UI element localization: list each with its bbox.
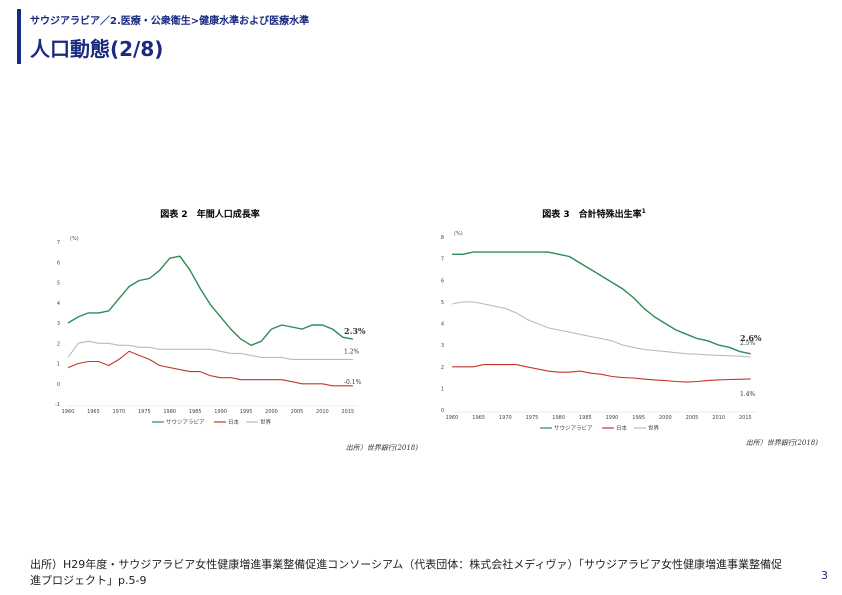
y-tick-label: 5 xyxy=(57,281,60,287)
footer-source: 出所）H29年度・サウジアラビア女性健康増進事業整備促進コンソーシアム（代表団体… xyxy=(30,558,783,587)
legend-label-japan: 日本 xyxy=(616,424,628,432)
series-line-saudi xyxy=(452,251,751,355)
y-tick-label: 7 xyxy=(441,257,444,263)
y-axis-unit: (%) xyxy=(454,231,463,237)
x-tick-label: 2005 xyxy=(291,409,304,415)
y-tick-label: 1 xyxy=(57,362,60,368)
x-tick-label: 1985 xyxy=(189,409,202,415)
series-line-japan xyxy=(452,364,751,383)
chart-source: 出所）世界銀行(2018) xyxy=(346,444,419,452)
series-line-japan xyxy=(67,350,353,387)
y-tick-label: 4 xyxy=(57,301,60,307)
x-tick-label: 2010 xyxy=(712,415,725,421)
x-tick-label: 1975 xyxy=(526,415,539,421)
chart-title: 図表 3 合計特殊出生率1 xyxy=(542,208,646,220)
legend-label-japan: 日本 xyxy=(228,418,240,426)
x-tick-label: 1960 xyxy=(446,415,459,421)
legend-label-world: 世界 xyxy=(648,424,660,432)
series-end-label-world: 2.5% xyxy=(740,340,756,347)
accent-bar xyxy=(17,9,21,64)
y-tick-label: 1 xyxy=(441,386,444,392)
y-axis-unit: (%) xyxy=(70,236,79,242)
x-tick-label: 1995 xyxy=(240,409,253,415)
x-tick-label: 1995 xyxy=(632,415,645,421)
chart-title-superscript: 1 xyxy=(642,208,646,215)
y-tick-label: 8 xyxy=(441,235,444,241)
series-end-label-saudi: 2.3% xyxy=(344,326,366,336)
series-end-label-japan: -0.1% xyxy=(344,379,362,386)
x-tick-label: 2010 xyxy=(316,409,329,415)
y-tick-label: 2 xyxy=(441,365,444,371)
x-tick-label: 1965 xyxy=(472,415,485,421)
y-tick-label: 4 xyxy=(441,322,444,328)
y-tick-label: 0 xyxy=(57,382,60,388)
legend-label-saudi: サウジアラビア xyxy=(554,424,593,432)
series-end-label-saudi: 2.6% xyxy=(740,333,762,343)
chart-population-growth: 図表 2 年間人口成長率 (%) -1 0 1 2 3 4 5 6 7 1960 1965 1970 197… xyxy=(55,208,418,452)
x-tick-label: 2000 xyxy=(265,409,278,415)
x-tick-label: 1960 xyxy=(62,409,75,415)
page-number: 3 xyxy=(821,569,828,582)
series-line-world xyxy=(67,340,353,360)
x-tick-label: 1975 xyxy=(138,409,151,415)
legend-label-world: 世界 xyxy=(260,418,272,426)
x-tick-label: 2015 xyxy=(341,409,354,415)
series-line-saudi xyxy=(67,255,354,347)
y-tick-label: 6 xyxy=(441,278,444,284)
x-tick-label: 2015 xyxy=(739,415,752,421)
y-tick-label: 6 xyxy=(57,260,60,266)
breadcrumb: サウジアラビア／2.医療・公衆衛生>健康水準および医療水準 xyxy=(30,16,310,27)
y-tick-label: 3 xyxy=(441,343,444,349)
x-tick-label: 1990 xyxy=(214,409,227,415)
series-end-label-world: 1.2% xyxy=(344,348,360,355)
y-tick-label: 7 xyxy=(57,240,60,246)
x-tick-label: 1980 xyxy=(163,409,176,415)
legend-label-saudi: サウジアラビア xyxy=(166,418,205,426)
y-tick-label: -1 xyxy=(55,402,60,408)
x-tick-label: 1990 xyxy=(606,415,619,421)
x-tick-label: 1970 xyxy=(499,415,512,421)
series-end-label-japan: 1.4% xyxy=(740,391,756,398)
x-tick-label: 2005 xyxy=(686,415,699,421)
page-title: 人口動態(2/8) xyxy=(30,37,164,61)
chart-fertility-rate: 図表 3 合計特殊出生率1 (%) 0 1 2 3 4 5 6 7 8 1960 1965 1970 197… xyxy=(441,208,819,447)
x-tick-label: 1970 xyxy=(113,409,126,415)
x-tick-label: 2000 xyxy=(659,415,672,421)
series-line-world xyxy=(451,301,751,358)
x-tick-label: 1965 xyxy=(87,409,100,415)
y-tick-label: 2 xyxy=(57,341,60,347)
x-tick-label: 1980 xyxy=(552,415,565,421)
chart-source: 出所）世界銀行(2018) xyxy=(746,439,819,447)
y-tick-label: 0 xyxy=(441,408,444,414)
y-tick-label: 5 xyxy=(441,300,444,306)
x-tick-label: 1985 xyxy=(579,415,592,421)
chart-title: 図表 2 年間人口成長率 xyxy=(160,208,259,220)
y-tick-label: 3 xyxy=(57,321,60,327)
